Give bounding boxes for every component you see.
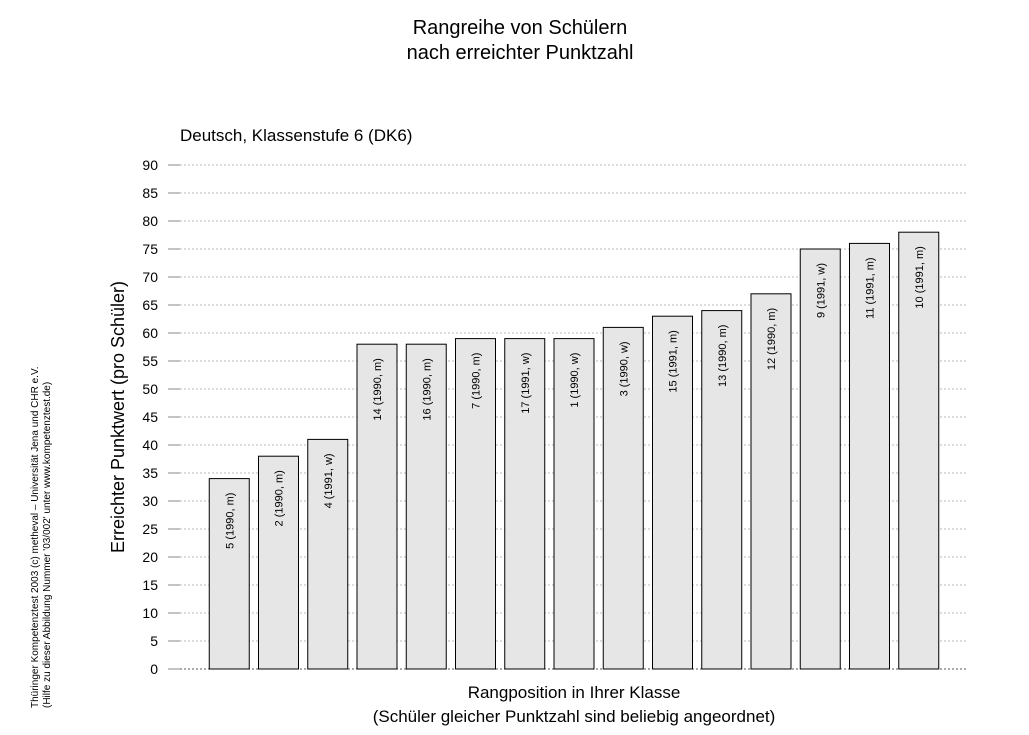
bar-label: 15 (1991, m) — [668, 330, 680, 392]
side-note: Thüringer Kompetenztest 2003 (c) metheva… — [30, 367, 41, 708]
bar — [652, 315, 693, 670]
chart-subtitle: Deutsch, Klassenstufe 6 (DK6) — [180, 126, 412, 145]
chart-title: Rangreihe von Schülern — [413, 17, 628, 39]
bar — [701, 310, 743, 670]
y-tick-label: 15 — [142, 577, 158, 593]
bar-label: 5 (1990, m) — [224, 493, 236, 549]
y-tick-label: 0 — [150, 661, 158, 677]
y-tick-label: 20 — [142, 549, 158, 565]
bar — [307, 438, 349, 670]
y-tick-label: 75 — [142, 241, 158, 257]
y-tick-label: 50 — [142, 381, 158, 397]
x-axis-label: (Schüler gleicher Punktzahl sind beliebi… — [373, 707, 776, 726]
y-tick-label: 10 — [142, 605, 158, 621]
y-tick-label: 85 — [142, 185, 158, 201]
y-tick-label: 45 — [142, 409, 158, 425]
bar-label: 13 (1990, m) — [717, 325, 729, 387]
chart-title: nach erreichter Punktzahl — [407, 42, 634, 64]
bar-label: 16 (1990, m) — [421, 358, 433, 420]
y-tick-label: 65 — [142, 297, 158, 313]
y-tick-label: 35 — [142, 465, 158, 481]
bar-label: 11 (1991, m) — [865, 257, 877, 319]
bar — [849, 242, 890, 670]
bar — [356, 343, 398, 670]
bar-label: 3 (1990, w) — [618, 341, 630, 396]
y-tick-label: 5 — [150, 633, 158, 649]
bar-label: 10 (1991, m) — [914, 246, 926, 308]
bar — [898, 231, 940, 670]
bar-label: 9 (1991, w) — [815, 263, 827, 318]
bar-label: 7 (1990, m) — [471, 353, 483, 409]
bar — [258, 455, 299, 670]
bar — [208, 478, 250, 670]
y-tick-label: 60 — [142, 325, 158, 341]
bar — [504, 338, 546, 670]
y-tick-label: 90 — [142, 157, 158, 173]
bar-label: 1 (1990, w) — [569, 353, 581, 408]
y-tick-label: 70 — [142, 269, 158, 285]
bar-label: 17 (1991, w) — [520, 353, 532, 414]
side-note: (Hilfe zu dieser Abbildung Nummer '03/00… — [42, 382, 53, 708]
bar-label: 4 (1991, w) — [323, 453, 335, 508]
y-tick-label: 40 — [142, 437, 158, 453]
y-tick-label: 55 — [142, 353, 158, 369]
y-tick-label: 25 — [142, 521, 158, 537]
bar-label: 2 (1990, m) — [274, 470, 286, 526]
bar — [455, 338, 496, 670]
x-axis-label: Rangposition in Ihrer Klasse — [468, 683, 681, 702]
y-tick-label: 30 — [142, 493, 158, 509]
bar — [405, 343, 447, 670]
y-axis-label: Erreichter Punktwert (pro Schüler) — [108, 281, 128, 553]
bar — [750, 293, 792, 670]
bar-label: 14 (1990, m) — [372, 358, 384, 420]
bar — [553, 338, 595, 670]
bar — [799, 248, 841, 670]
y-tick-label: 80 — [142, 213, 158, 229]
bar-label: 12 (1990, m) — [766, 308, 778, 370]
bar — [602, 326, 644, 670]
